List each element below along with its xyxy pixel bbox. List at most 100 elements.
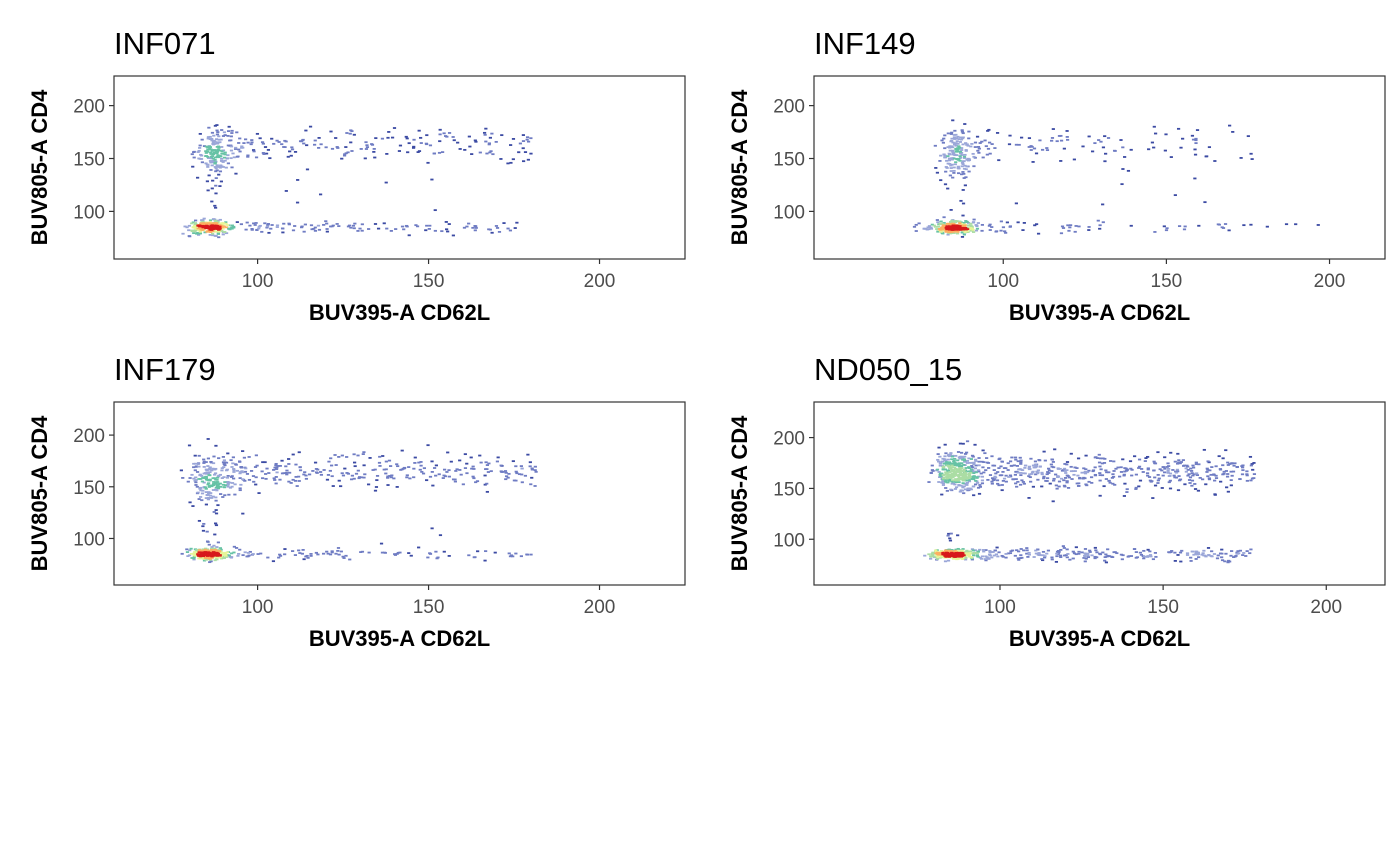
data-point xyxy=(951,176,955,179)
data-point xyxy=(1148,479,1152,482)
data-point xyxy=(936,460,941,463)
x-axis-label: BUV395-A CD62L xyxy=(309,626,490,651)
data-point xyxy=(953,556,957,558)
data-point xyxy=(210,137,214,140)
data-point xyxy=(455,468,459,471)
data-point xyxy=(261,152,265,154)
data-point xyxy=(1232,464,1236,467)
data-point xyxy=(961,202,966,205)
data-point xyxy=(1144,457,1148,459)
data-point xyxy=(1103,556,1107,559)
data-point xyxy=(1045,477,1050,480)
data-point xyxy=(948,539,953,542)
data-point xyxy=(1054,473,1058,476)
data-point xyxy=(198,474,202,477)
data-point xyxy=(969,145,973,148)
data-point xyxy=(972,463,976,466)
data-point xyxy=(1190,472,1194,475)
data-point xyxy=(1167,475,1171,477)
data-point xyxy=(1027,137,1032,140)
data-point xyxy=(193,230,197,233)
data-point xyxy=(342,557,346,559)
data-point xyxy=(241,478,245,481)
data-point xyxy=(483,474,487,477)
data-point xyxy=(346,472,350,475)
data-point xyxy=(943,134,947,137)
data-point xyxy=(216,220,220,223)
data-point xyxy=(1091,470,1095,473)
data-point xyxy=(966,224,971,227)
data-point xyxy=(963,153,967,156)
data-point xyxy=(414,224,418,227)
data-point xyxy=(217,166,221,168)
data-point xyxy=(1122,474,1126,477)
data-point xyxy=(217,135,221,138)
data-point xyxy=(1037,552,1041,554)
data-point xyxy=(1161,474,1165,477)
data-point xyxy=(232,156,236,159)
data-point xyxy=(449,460,453,463)
data-point xyxy=(1089,476,1094,479)
data-point xyxy=(1130,474,1134,477)
data-point xyxy=(407,552,411,554)
data-point xyxy=(298,469,303,472)
data-point xyxy=(980,460,984,463)
data-point xyxy=(1129,148,1133,151)
data-point xyxy=(1170,550,1174,552)
data-point xyxy=(1129,224,1133,227)
data-point xyxy=(1072,552,1077,555)
data-point xyxy=(198,227,202,230)
data-point xyxy=(196,462,201,465)
data-point xyxy=(205,530,209,533)
data-point xyxy=(1245,550,1249,553)
data-point xyxy=(958,490,962,493)
data-point xyxy=(473,139,477,142)
data-point xyxy=(352,227,356,230)
data-point xyxy=(487,143,491,146)
data-point xyxy=(961,228,966,231)
data-point xyxy=(960,130,965,133)
data-point xyxy=(949,220,953,223)
y-tick-label: 100 xyxy=(773,530,805,551)
data-point xyxy=(1090,554,1094,557)
data-point xyxy=(421,472,426,475)
data-point xyxy=(1119,466,1123,469)
data-point xyxy=(209,148,213,151)
data-point xyxy=(322,223,326,226)
data-point xyxy=(233,493,237,496)
data-point xyxy=(960,147,964,149)
data-point xyxy=(374,137,378,140)
data-point xyxy=(200,480,205,483)
data-point xyxy=(1206,469,1210,471)
data-point xyxy=(493,551,497,554)
data-point xyxy=(940,460,945,463)
data-point xyxy=(335,223,339,225)
data-point xyxy=(241,512,245,515)
data-point xyxy=(199,478,203,480)
data-point xyxy=(239,470,243,473)
data-point xyxy=(1218,468,1223,471)
x-axis-label: BUV395-A CD62L xyxy=(309,300,490,325)
data-point xyxy=(1017,550,1021,553)
data-point xyxy=(430,471,434,473)
data-point xyxy=(961,189,965,191)
data-point xyxy=(959,476,963,479)
data-point xyxy=(1067,229,1071,232)
data-point xyxy=(957,227,962,230)
data-point xyxy=(1022,222,1026,224)
data-point xyxy=(1047,467,1051,470)
data-point xyxy=(1138,551,1142,554)
data-point xyxy=(1284,223,1289,226)
data-point xyxy=(248,224,252,227)
data-point xyxy=(409,554,413,557)
data-point xyxy=(210,546,214,548)
data-point xyxy=(1228,463,1232,465)
data-point xyxy=(946,474,950,476)
panel-title: INF149 xyxy=(814,26,916,61)
data-point xyxy=(188,501,192,504)
data-point xyxy=(1168,479,1172,482)
data-point xyxy=(211,549,215,552)
data-point xyxy=(407,234,411,237)
data-point xyxy=(211,230,215,233)
data-point xyxy=(226,162,231,165)
